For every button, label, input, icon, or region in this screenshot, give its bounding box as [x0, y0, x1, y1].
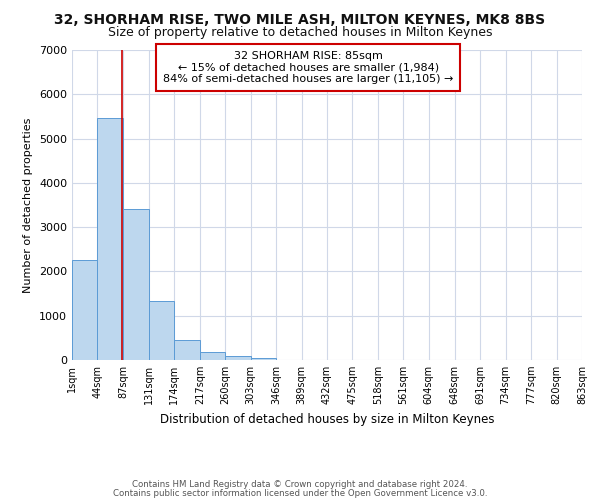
Bar	[123, 208, 149, 360]
Text: 32 SHORHAM RISE: 85sqm
← 15% of detached houses are smaller (1,984)
84% of semi-: 32 SHORHAM RISE: 85sqm ← 15% of detached…	[163, 51, 453, 84]
Text: Size of property relative to detached houses in Milton Keynes: Size of property relative to detached ho…	[108, 26, 492, 39]
Bar	[72, 260, 97, 360]
Text: 32, SHORHAM RISE, TWO MILE ASH, MILTON KEYNES, MK8 8BS: 32, SHORHAM RISE, TWO MILE ASH, MILTON K…	[55, 12, 545, 26]
Text: Contains HM Land Registry data © Crown copyright and database right 2024.: Contains HM Land Registry data © Crown c…	[132, 480, 468, 489]
Y-axis label: Number of detached properties: Number of detached properties	[23, 118, 34, 292]
Bar	[200, 352, 225, 360]
Bar	[149, 300, 175, 360]
X-axis label: Distribution of detached houses by size in Milton Keynes: Distribution of detached houses by size …	[160, 412, 494, 426]
Bar	[225, 356, 251, 360]
Bar	[97, 118, 123, 360]
Text: Contains public sector information licensed under the Open Government Licence v3: Contains public sector information licen…	[113, 489, 487, 498]
Bar	[251, 358, 276, 360]
Bar	[175, 340, 200, 360]
